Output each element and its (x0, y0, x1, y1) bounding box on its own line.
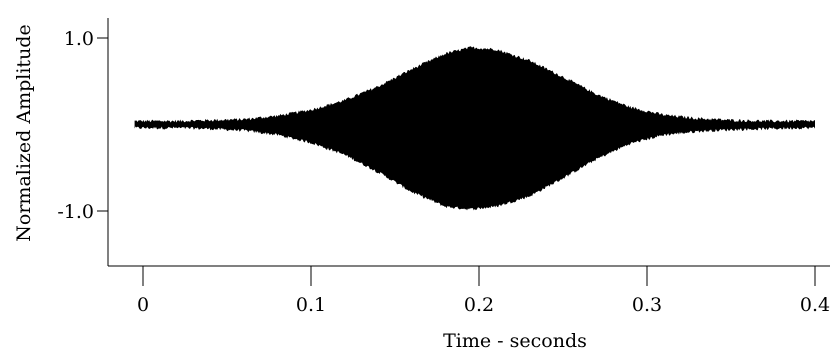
x-axis-title: Time - seconds (443, 330, 587, 352)
x-axis-ticks: 0 0.1 0.2 0.3 0.4 (137, 266, 830, 316)
plot-area (134, 46, 816, 211)
y-axis-ticks: 1.0 -1.0 (57, 28, 108, 223)
waveform-series (134, 46, 816, 211)
x-tick-label: 0.2 (464, 294, 494, 316)
x-tick-label: 0.4 (800, 294, 830, 316)
y-axis-title: Normalized Amplitude (13, 24, 35, 241)
x-tick-label: 0 (137, 294, 149, 316)
x-tick-label: 0.1 (296, 294, 326, 316)
y-tick-label: -1.0 (57, 201, 94, 223)
y-tick-label: 1.0 (64, 28, 94, 50)
x-tick-label: 0.3 (632, 294, 662, 316)
